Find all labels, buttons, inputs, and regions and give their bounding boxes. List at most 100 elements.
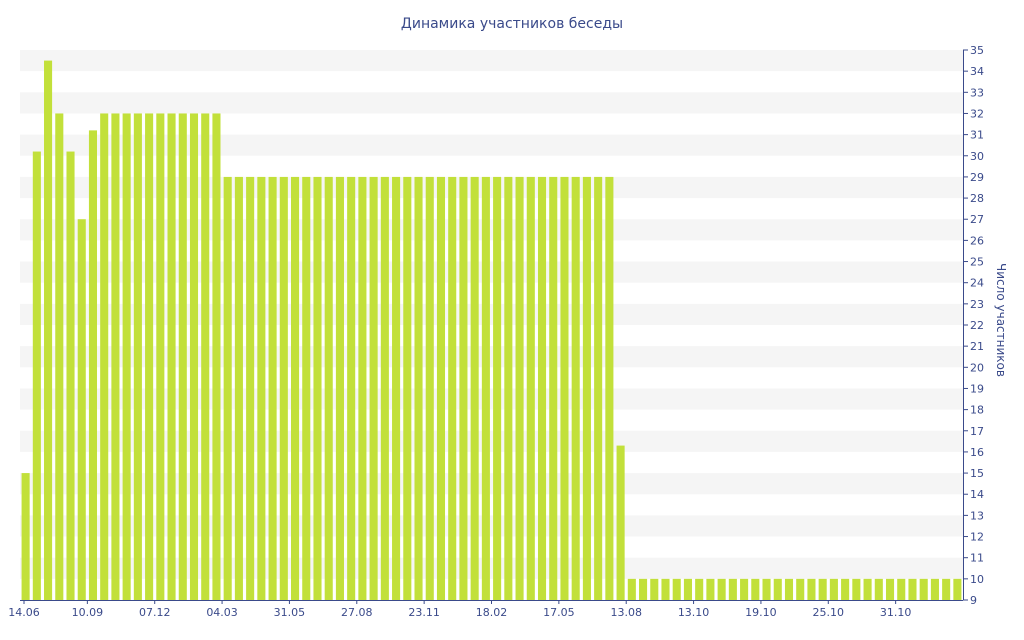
bar bbox=[347, 176, 356, 601]
bar bbox=[77, 219, 86, 601]
bar bbox=[32, 151, 41, 601]
bar bbox=[234, 176, 243, 601]
grid-band bbox=[20, 515, 963, 537]
bar bbox=[335, 176, 344, 601]
bar bbox=[459, 176, 468, 601]
bar bbox=[201, 113, 210, 601]
y-tick-label: 24 bbox=[970, 277, 984, 290]
x-tick-label: 04.03 bbox=[206, 606, 238, 619]
x-tick-label: 19.10 bbox=[745, 606, 777, 619]
bar bbox=[605, 176, 614, 601]
grid-band bbox=[20, 261, 963, 283]
bar bbox=[807, 578, 816, 600]
x-tick-label: 23.11 bbox=[408, 606, 440, 619]
bar bbox=[740, 578, 749, 600]
y-tick-label: 13 bbox=[970, 509, 984, 522]
bar bbox=[358, 176, 367, 601]
bar bbox=[100, 113, 109, 601]
bar bbox=[448, 176, 457, 601]
bar bbox=[683, 578, 692, 600]
y-tick-label: 25 bbox=[970, 256, 984, 269]
bar bbox=[302, 176, 311, 601]
y-tick-label: 11 bbox=[970, 552, 984, 565]
bar bbox=[212, 113, 221, 601]
y-tick-label: 33 bbox=[970, 86, 984, 99]
bar bbox=[695, 578, 704, 600]
bar bbox=[717, 578, 726, 600]
bar bbox=[549, 176, 558, 601]
bar bbox=[560, 176, 569, 601]
bar bbox=[291, 176, 300, 601]
y-tick-label: 26 bbox=[970, 234, 984, 247]
grid-band bbox=[20, 92, 963, 114]
bar bbox=[818, 578, 827, 600]
y-tick-label: 17 bbox=[970, 425, 984, 438]
bar bbox=[257, 176, 266, 601]
bar bbox=[167, 113, 176, 601]
bar bbox=[122, 113, 131, 601]
x-tick-label: 14.06 bbox=[8, 606, 40, 619]
bar bbox=[762, 578, 771, 600]
y-tick-label: 31 bbox=[970, 129, 984, 142]
y-tick-label: 12 bbox=[970, 531, 984, 544]
bar bbox=[582, 176, 591, 601]
bar bbox=[313, 176, 322, 601]
bar bbox=[515, 176, 524, 601]
y-tick-label: 18 bbox=[970, 404, 984, 417]
y-tick-label: 23 bbox=[970, 298, 984, 311]
bar bbox=[111, 113, 120, 601]
chart-title: Динамика участников беседы bbox=[401, 16, 623, 32]
y-tick-label: 20 bbox=[970, 361, 984, 374]
bar bbox=[66, 151, 75, 601]
bar bbox=[942, 578, 951, 600]
bar bbox=[324, 176, 333, 601]
bar bbox=[661, 578, 670, 600]
bar bbox=[279, 176, 288, 601]
y-tick-label: 30 bbox=[970, 150, 984, 163]
y-tick-label: 21 bbox=[970, 340, 984, 353]
bar bbox=[88, 130, 98, 600]
x-tick-label: 25.10 bbox=[813, 606, 845, 619]
bar bbox=[919, 578, 928, 600]
x-tick-label: 31.10 bbox=[880, 606, 912, 619]
bar bbox=[953, 578, 962, 600]
x-tick-label: 17.05 bbox=[543, 606, 575, 619]
x-tick-label: 10.09 bbox=[72, 606, 104, 619]
bar bbox=[706, 578, 715, 600]
bar bbox=[403, 176, 412, 601]
bar bbox=[930, 578, 939, 600]
y-tick-label: 32 bbox=[970, 107, 984, 120]
bar bbox=[55, 113, 64, 601]
grid-band bbox=[20, 430, 963, 452]
y-tick-label: 19 bbox=[970, 382, 984, 395]
bar bbox=[21, 473, 30, 600]
bar bbox=[885, 578, 895, 600]
y-tick-label: 29 bbox=[970, 171, 984, 184]
grid-band bbox=[20, 50, 963, 72]
y-tick-label: 10 bbox=[970, 573, 984, 586]
grid-band bbox=[20, 346, 963, 368]
x-tick-label: 27.08 bbox=[341, 606, 373, 619]
y-tick-label: 15 bbox=[970, 467, 984, 480]
x-tick-label: 18.02 bbox=[476, 606, 508, 619]
bar bbox=[571, 176, 580, 601]
bar bbox=[594, 176, 603, 601]
bar bbox=[829, 578, 838, 600]
x-tick-label: 31.05 bbox=[274, 606, 306, 619]
bar bbox=[863, 578, 872, 600]
bar bbox=[414, 176, 423, 601]
bar bbox=[627, 578, 636, 600]
grid-bands bbox=[20, 50, 963, 579]
x-tick-label: 13.08 bbox=[610, 606, 642, 619]
bar bbox=[650, 578, 659, 600]
bar bbox=[504, 176, 513, 601]
y-tick-label: 27 bbox=[970, 213, 984, 226]
grid-band bbox=[20, 557, 963, 579]
bar bbox=[526, 176, 535, 601]
bar bbox=[369, 176, 378, 601]
bar bbox=[380, 176, 389, 601]
bar bbox=[436, 176, 446, 601]
y-tick-label: 34 bbox=[970, 65, 984, 78]
bar bbox=[728, 578, 737, 600]
